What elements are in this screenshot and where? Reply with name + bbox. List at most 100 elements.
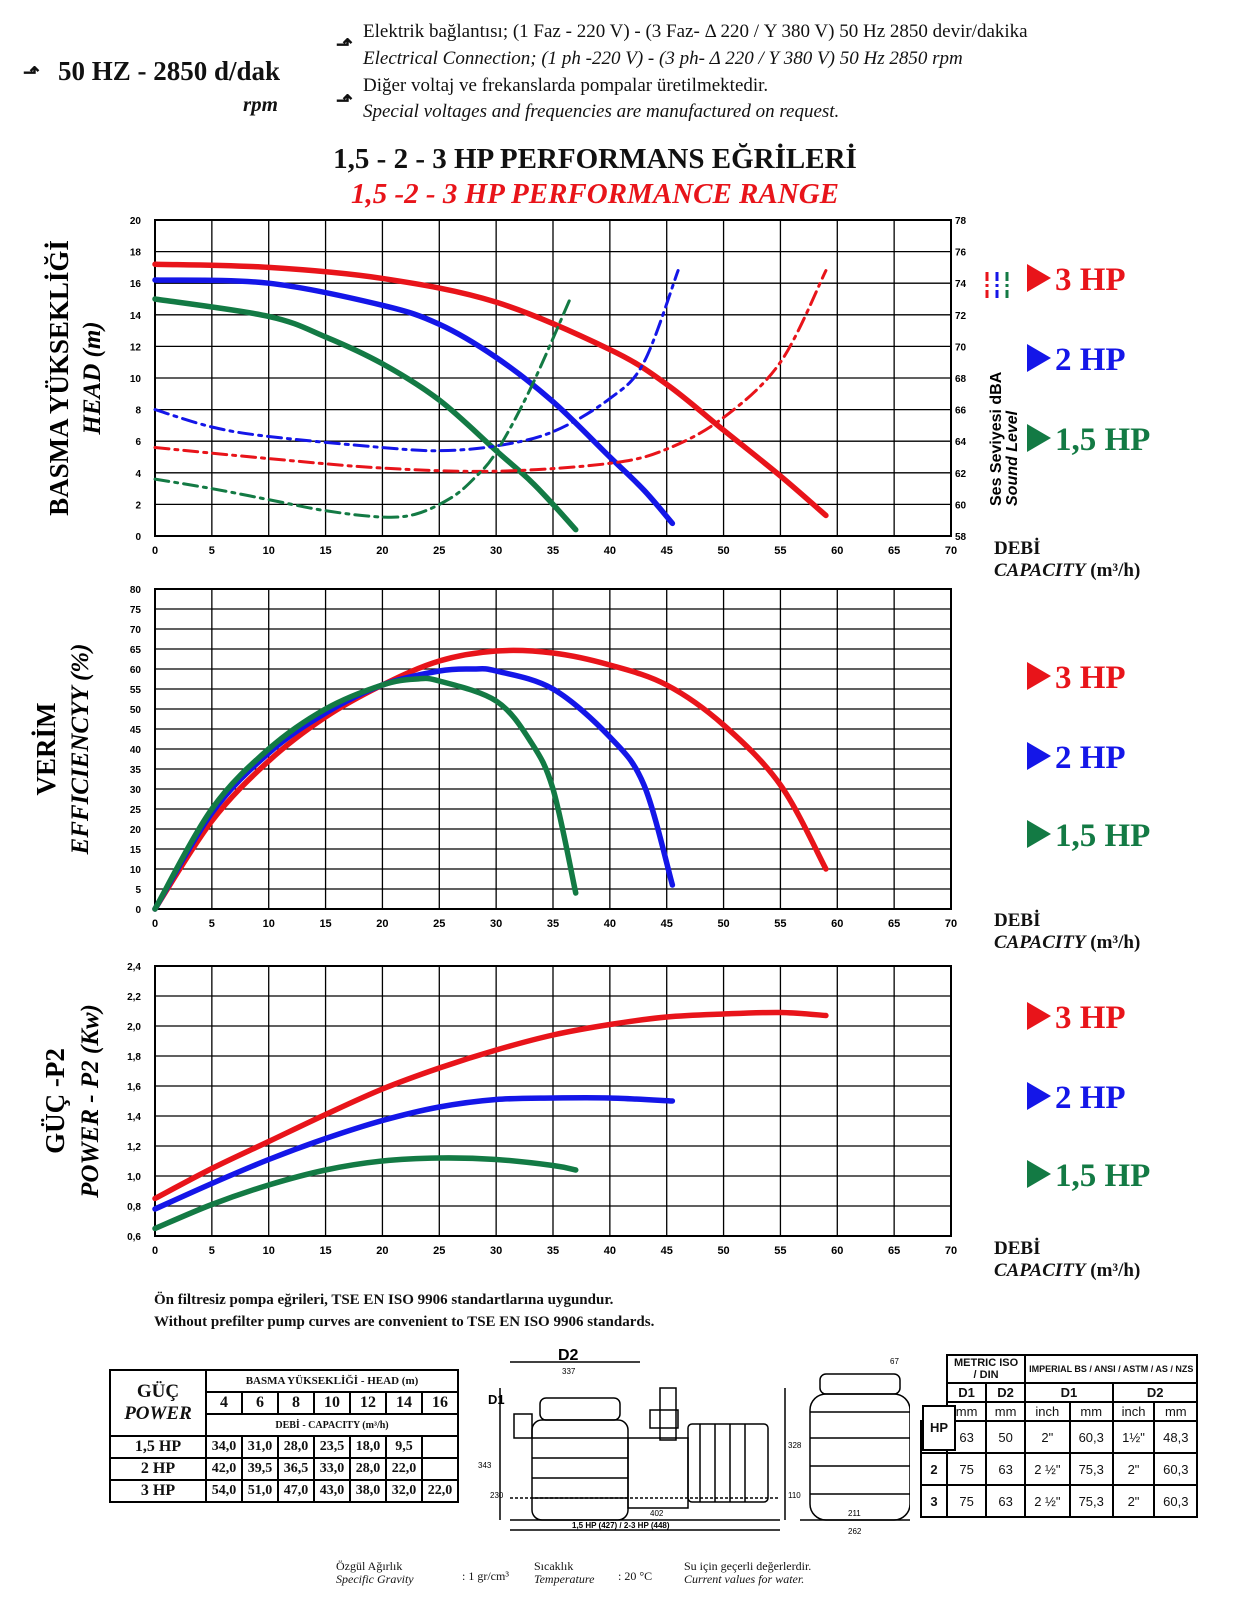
imperial-header: IMPERIAL BS / ANSI / ASTM / AS / NZS [1024,1354,1199,1384]
head-header: BASMA YÜKSEKLİĞİ - HEAD (m) [205,1369,459,1393]
y2-axis-label: Ses Seviyesi dBA [988,371,1005,506]
y-tick-label: 0 [135,532,141,543]
unit-label: inch [1024,1401,1071,1422]
triangle-icon [1027,1002,1051,1030]
x-tick-label: 70 [945,545,957,557]
capacity-value: 23,5 [313,1435,351,1459]
unit-label: inch [1111,1401,1156,1422]
y-tick-label: 2,2 [127,992,141,1003]
y2-tick-label: 60 [955,500,967,511]
capacity-value: 38,0 [349,1479,387,1503]
y2-tick-label: 58 [955,532,967,543]
plot-frame [154,588,952,910]
capacity-value: 33,0 [313,1457,351,1481]
table-row: 3 75 63 2 ½" 75,3 2" 60,3 [919,1484,1199,1518]
dim-337: 337 [562,1367,576,1376]
x-tick-label: 30 [490,1245,502,1257]
dim-value: 2 ½" [1024,1484,1071,1518]
dim-value: 1½" [1111,1420,1156,1454]
pump-drawing: D2 D1 337 67 343 230 328 110 402 211 262… [478,1348,910,1536]
footnote-en: Without prefilter pump curves are conven… [154,1314,655,1330]
legend-3hp: 3 HP [1027,660,1126,697]
table-row: 3 HP 54,0 51,0 47,0 43,0 38,0 32,0 22,0 [109,1479,459,1503]
table-row: 2 HP 42,0 39,5 36,5 33,0 28,0 22,0 [109,1457,459,1481]
sound-curve-2hp [153,269,680,453]
head-value: 4 [205,1391,243,1415]
head-value: 10 [313,1391,351,1415]
unit-label: mm [946,1401,988,1422]
capacity-value: 39,5 [241,1457,279,1481]
y2-axis-label-en: Sound Level [1004,410,1021,506]
y-tick-label: 1,4 [127,1112,141,1123]
y-tick-label: 10 [130,865,142,876]
y-tick-label: 5 [135,885,141,896]
head-value: 8 [277,1391,315,1415]
x-tick-label: 60 [831,545,843,557]
y-tick-label: 1,0 [127,1172,141,1183]
triangle-icon [1027,264,1051,292]
series-line-3hp [152,1009,829,1202]
col-d2-imperial: D2 [1111,1382,1199,1403]
triangle-icon [1027,424,1051,452]
y-tick-label: 60 [130,665,142,676]
dim-110: 110 [788,1491,801,1500]
legend-2hp: 2 HP [1027,740,1126,777]
x-tick-label: 65 [888,545,900,557]
dim-value: 60,3 [1068,1420,1114,1454]
capacity-label: DEBİ CAPACITY (m³/h) [994,538,1141,581]
temperature: Sıcaklık Temperature [534,1559,595,1586]
triangle-icon [1027,1160,1051,1188]
series-line-2hp [152,1094,676,1212]
y2-tick-label: 78 [955,216,967,227]
y-tick-label: 2,0 [127,1022,141,1033]
x-tick-label: 5 [209,545,215,557]
y-tick-label: 1,2 [127,1142,141,1153]
d1-label: D1 [488,1392,505,1407]
dim-value: 50 [985,1420,1027,1454]
y2-tick-label: 66 [955,406,967,417]
legend-3hp: 3 HP [1027,262,1126,299]
y-tick-label: 2,4 [127,962,141,973]
hp-value: 2 [919,1452,949,1486]
capacity-value: 28,0 [277,1435,315,1459]
y2-tick-label: 72 [955,311,967,322]
x-tick-label: 50 [717,1245,729,1257]
y-tick-label: 0 [135,905,141,916]
bolt-icon: ⬏ [23,62,40,84]
y-tick-label: 1,6 [127,1082,141,1093]
x-tick-label: 15 [319,1245,331,1257]
x-tick-label: 55 [774,918,786,930]
temperature-value: : 20 °C [618,1569,653,1583]
triangle-icon [1027,662,1051,690]
x-tick-label: 45 [661,545,673,557]
x-tick-label: 5 [209,1245,215,1257]
x-tick-label: 15 [319,545,331,557]
y2-tick-label: 62 [955,469,967,480]
series-line-2hp [152,277,676,527]
x-tick-label: 65 [888,918,900,930]
capacity-value [421,1435,459,1459]
note-tr-1: Elektrik bağlantısı; (1 Faz - 220 V) - (… [363,21,1028,42]
series-line-2hp [152,666,676,912]
y2-tick-label: 74 [955,279,967,290]
dim-value: 75 [946,1452,988,1486]
specific-gravity-value: : 1 gr/cm³ [462,1569,509,1583]
y-tick-label: 15 [130,845,142,856]
y-tick-label: 70 [130,625,142,636]
x-tick-label: 15 [319,918,331,930]
y2-tick-label: 68 [955,374,967,385]
x-tick-label: 10 [263,545,275,557]
y-tick-label: 4 [135,469,141,480]
x-tick-label: 70 [945,1245,957,1257]
chart-1: 0 5 10 15 20 25 30 35 40 45 50 55 60 65 70024681012141… [44,216,1021,557]
power-label: 3 HP [109,1479,207,1503]
dim-value: 63 [985,1452,1027,1486]
y-tick-label: 55 [130,685,142,696]
dim-value: 48,3 [1153,1420,1199,1454]
x-tick-label: 5 [209,918,215,930]
table-row: 1,563502"60,31½"48,3 [919,1420,1199,1454]
y-tick-label: 12 [130,342,142,353]
y2-tick-label: 76 [955,248,967,259]
x-tick-label: 50 [717,545,729,557]
x-tick-label: 45 [661,918,673,930]
